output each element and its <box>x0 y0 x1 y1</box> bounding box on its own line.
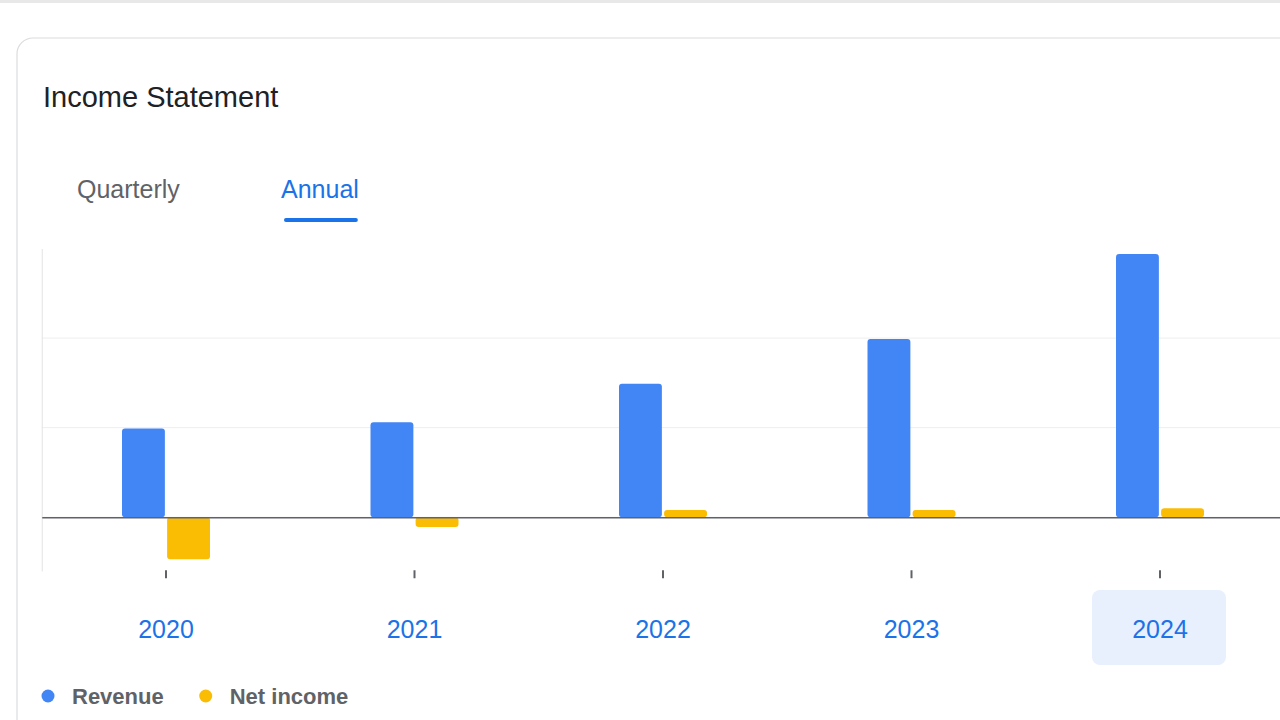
bar <box>664 510 707 517</box>
tab[interactable]: Quarterly <box>77 175 180 203</box>
x-tick: 2022 <box>635 570 691 643</box>
x-tick-mark <box>911 570 913 578</box>
bar <box>868 339 911 517</box>
x-tick-mark <box>414 570 416 578</box>
selected-highlight <box>1092 590 1226 665</box>
bar-series <box>167 508 1204 559</box>
x-tick: 2021 <box>387 570 443 643</box>
grid-line <box>42 338 1280 339</box>
y-axis-line <box>42 249 43 572</box>
legend: Revenue Net income <box>42 684 349 709</box>
legend-label: Net income <box>230 684 349 709</box>
legend-marker <box>199 690 212 703</box>
bar <box>122 429 165 518</box>
y-axis <box>41 249 43 572</box>
bar-series <box>122 254 1159 517</box>
x-tick-label[interactable]: 2023 <box>884 615 940 643</box>
bar <box>416 517 459 527</box>
tab[interactable]: Annual <box>281 175 359 203</box>
bar <box>913 510 956 517</box>
bar <box>371 422 414 517</box>
tab-underline <box>284 218 358 222</box>
x-tick-mark <box>662 570 664 578</box>
bars <box>122 254 1204 559</box>
title: Income Statement <box>43 81 278 113</box>
bar <box>167 517 210 559</box>
legend-label: Revenue <box>72 684 164 709</box>
card <box>17 38 1280 720</box>
x-axis: 2020 2021 2022 2023 2024 <box>42 518 1280 643</box>
x-tick-mark <box>165 570 167 578</box>
legend-marker <box>42 690 55 703</box>
bar <box>619 384 662 517</box>
x-tick-label[interactable]: 2024 <box>1132 615 1188 643</box>
x-tick: 2024 <box>1132 570 1188 643</box>
x-tick-label[interactable]: 2020 <box>138 615 194 643</box>
bar <box>1161 508 1204 517</box>
x-tick-label[interactable]: 2021 <box>387 615 443 643</box>
x-tick-mark <box>1159 570 1161 578</box>
grid <box>42 338 1280 517</box>
x-tick: 2023 <box>884 570 940 643</box>
zero-line <box>42 517 1280 519</box>
x-tick-label[interactable]: 2022 <box>635 615 691 643</box>
x-tick: 2020 <box>138 570 194 643</box>
bar <box>1116 254 1159 517</box>
top-shadow <box>0 0 1280 3</box>
chart-svg: Income StatementQuarterlyAnnual202020212… <box>0 0 1280 720</box>
